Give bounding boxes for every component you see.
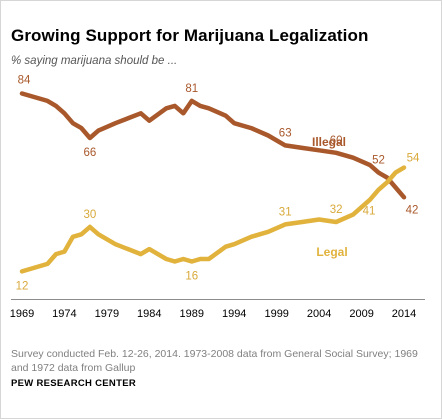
series-line-legal — [19, 165, 407, 274]
data-label-illegal-1969: 84 — [18, 75, 31, 87]
data-label-illegal-2011: 52 — [372, 155, 385, 167]
data-label-illegal-2006: 60 — [330, 135, 343, 147]
series-line-illegal — [19, 91, 407, 200]
labels-layer: 84 66 81 63 60 52 42 12 30 16 31 32 41 54 Illegal Legal — [16, 75, 420, 293]
x-tick-label-1974: 1974 — [52, 308, 76, 320]
data-label-illegal-2014: 42 — [406, 204, 419, 216]
x-tick-label-1969: 1969 — [10, 308, 34, 320]
x-tick-label-2004: 2004 — [307, 308, 331, 320]
x-tick-label-2014: 2014 — [392, 308, 416, 320]
x-tick-label-1979: 1979 — [95, 308, 119, 320]
data-label-legal-2006: 32 — [330, 204, 343, 216]
x-tick-label-1999: 1999 — [264, 308, 288, 320]
data-label-illegal-1989: 81 — [185, 83, 198, 95]
x-tick-label-1984: 1984 — [137, 308, 161, 320]
series-name-legal: Legal — [316, 245, 347, 259]
data-label-legal-1969: 12 — [16, 280, 29, 292]
chart-subtitle: % saying marijuana should be ... — [11, 55, 178, 67]
chart-source: PEW RESEARCH CENTER — [11, 378, 136, 389]
data-label-illegal-2000: 63 — [279, 127, 292, 139]
series-name-illegal: Illegal — [312, 135, 346, 149]
x-tick-label-2009: 2009 — [349, 308, 373, 320]
chart-note: Survey conducted Feb. 12-26, 2014. 1973-… — [11, 348, 418, 374]
x-axis: 1969 1974 1979 1984 1989 1994 1999 2004 2009 2014 — [10, 299, 425, 320]
data-label-legal-2010: 41 — [363, 206, 376, 218]
data-label-illegal-1977: 66 — [84, 147, 97, 159]
chart-title: Growing Support for Marijuana Legalizati… — [11, 26, 369, 45]
data-label-legal-2014: 54 — [407, 153, 420, 165]
data-label-legal-2000: 31 — [279, 206, 292, 218]
series-layer — [19, 91, 407, 274]
x-tick-label-1994: 1994 — [222, 308, 246, 320]
x-tick-label-1989: 1989 — [180, 308, 204, 320]
data-label-legal-1977: 30 — [84, 209, 97, 221]
data-label-legal-1989: 16 — [185, 271, 198, 283]
